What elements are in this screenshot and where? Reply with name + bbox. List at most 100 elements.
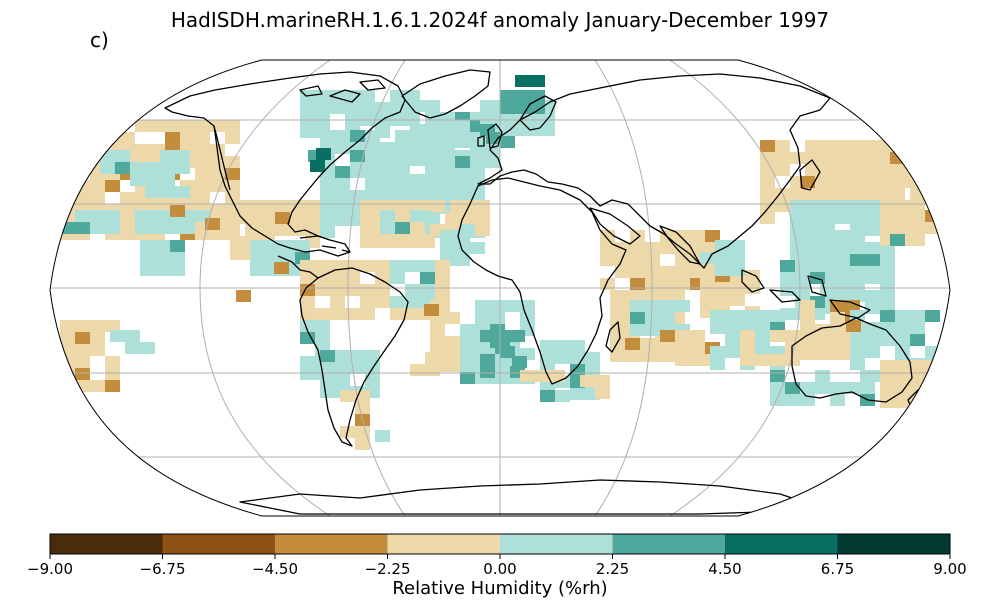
- anomaly-cell: [75, 210, 90, 222]
- anomaly-cell: [150, 210, 165, 222]
- anomaly-cell: [700, 294, 715, 306]
- anomaly-cell: [390, 102, 405, 114]
- anomaly-cell: [395, 174, 410, 186]
- anomaly-cell: [775, 140, 790, 152]
- anomaly-cell: [410, 154, 425, 166]
- anomaly-cell: [380, 162, 395, 174]
- anomaly-cell: [365, 162, 380, 174]
- anomaly-cell: [445, 360, 460, 372]
- anomaly-cell: [320, 178, 335, 190]
- colorbar-label: Relative Humidity (%rh): [392, 578, 607, 599]
- anomaly-cell: [405, 260, 420, 272]
- anomaly-cell: [865, 254, 880, 266]
- anomaly-cell: [195, 144, 210, 156]
- anomaly-cell: [440, 156, 455, 168]
- anomaly-cell: [420, 284, 435, 296]
- anomaly-cell: [320, 362, 335, 374]
- anomaly-cell: [595, 375, 610, 387]
- anomaly-cell: [835, 230, 850, 242]
- anomaly-cell: [250, 252, 265, 264]
- anomaly-cell: [820, 242, 835, 254]
- anomaly-cell: [725, 346, 740, 358]
- anomaly-cell: [350, 362, 365, 374]
- anomaly-cell: [490, 300, 505, 312]
- anomaly-cell: [300, 356, 315, 368]
- anomaly-cell: [500, 136, 515, 148]
- anomaly-cell: [675, 354, 690, 366]
- anomaly-cell: [860, 382, 875, 394]
- anomaly-cell: [455, 254, 470, 266]
- anomaly-cell: [175, 162, 190, 174]
- anomaly-cell: [815, 348, 830, 360]
- anomaly-cell: [195, 180, 210, 192]
- anomaly-cell: [375, 296, 390, 308]
- anomaly-cell: [440, 242, 455, 254]
- anomaly-cell: [360, 212, 375, 224]
- anomaly-cell: [880, 222, 895, 234]
- anomaly-cell: [315, 332, 330, 344]
- anomaly-cell: [850, 358, 865, 370]
- anomaly-cell: [75, 344, 90, 356]
- anomaly-cell: [850, 278, 865, 290]
- anomaly-cell: [424, 304, 439, 316]
- anomaly-cell: [420, 236, 435, 248]
- anomaly-cell: [675, 254, 690, 266]
- anomaly-cell: [895, 310, 910, 322]
- anomaly-cell: [405, 308, 420, 320]
- anomaly-cell: [780, 260, 795, 272]
- anomaly-cell: [475, 212, 490, 224]
- anomaly-cell: [830, 336, 845, 348]
- anomaly-cell: [850, 230, 865, 242]
- anomaly-cell: [380, 150, 395, 162]
- anomaly-cell: [260, 224, 275, 236]
- anomaly-cell: [425, 100, 440, 112]
- anomaly-cell: [230, 236, 245, 248]
- anomaly-cell: [850, 200, 865, 212]
- anomaly-cell: [640, 350, 655, 362]
- anomaly-cell: [895, 222, 910, 234]
- anomaly-cell: [410, 174, 425, 186]
- anomaly-cell: [305, 212, 320, 224]
- anomaly-cell: [630, 254, 645, 266]
- anomaly-cell: [345, 102, 360, 114]
- anomaly-cell: [880, 372, 895, 384]
- anomaly-cell: [815, 336, 830, 348]
- anomaly-cell: [380, 222, 395, 234]
- anomaly-cell: [170, 252, 185, 264]
- anomaly-cell: [645, 312, 660, 324]
- anomaly-cell: [395, 130, 410, 142]
- anomaly-cell: [630, 300, 645, 312]
- anomaly-cell: [75, 192, 90, 204]
- anomaly-cell: [410, 124, 425, 136]
- anomaly-cell: [895, 200, 910, 212]
- anomaly-cell: [390, 236, 405, 248]
- anomaly-cell: [140, 342, 155, 354]
- anomaly-cell: [890, 234, 905, 246]
- anomaly-cell: [230, 248, 245, 260]
- anomaly-cell: [375, 260, 390, 272]
- anomaly-cell: [880, 290, 895, 302]
- anomaly-cell: [675, 230, 690, 242]
- anomaly-cell: [850, 346, 865, 358]
- anomaly-cell: [790, 224, 805, 236]
- anomaly-cell: [805, 212, 820, 224]
- anomaly-cell: [505, 300, 520, 312]
- anomaly-cell: [440, 186, 455, 198]
- anomaly-cell: [460, 212, 475, 224]
- anomaly-cell: [555, 390, 570, 402]
- anomaly-cell: [895, 334, 910, 346]
- anomaly-cell: [150, 222, 165, 234]
- anomaly-cell: [710, 310, 725, 322]
- anomaly-cell: [495, 112, 510, 124]
- anomaly-cell: [310, 160, 325, 172]
- anomaly-cell: [300, 332, 315, 344]
- anomaly-cell: [865, 334, 880, 346]
- anomaly-cell: [300, 126, 315, 138]
- anomaly-cell: [715, 294, 730, 306]
- anomaly-cell: [360, 90, 375, 102]
- anomaly-cell: [305, 224, 320, 236]
- anomaly-cell: [660, 330, 675, 342]
- anomaly-cell: [805, 200, 820, 212]
- anomaly-cell: [630, 266, 645, 278]
- anomaly-cell: [120, 204, 135, 216]
